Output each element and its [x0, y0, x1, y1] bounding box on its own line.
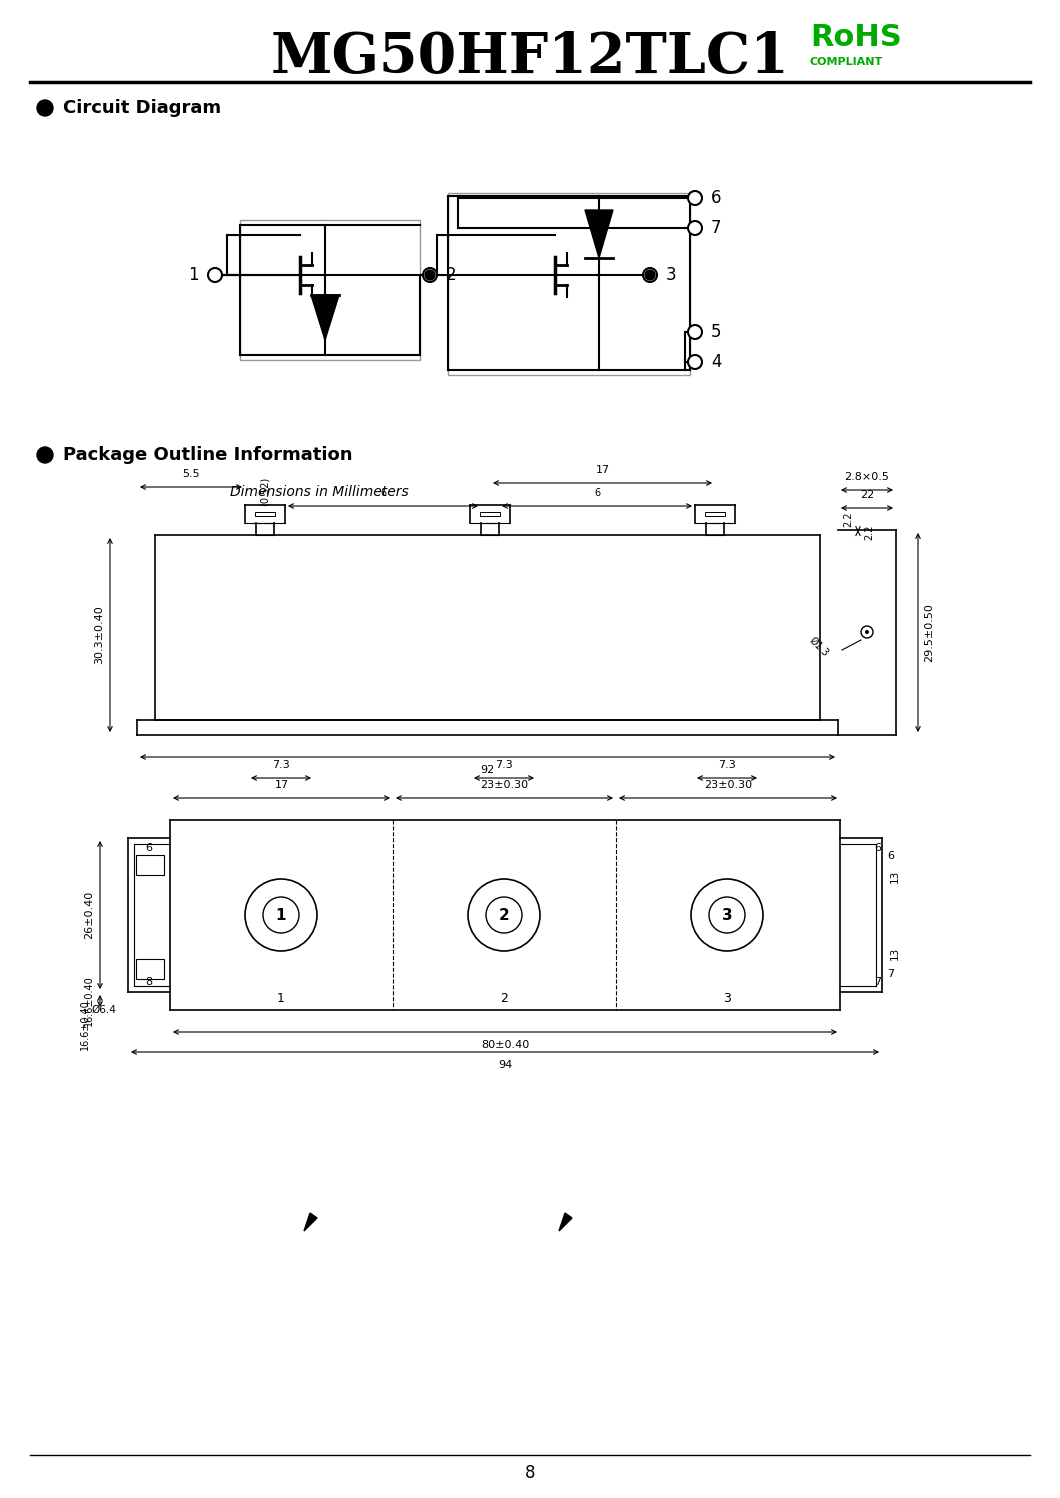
- Text: 3: 3: [722, 908, 732, 923]
- Circle shape: [688, 355, 702, 369]
- Text: Package Outline Information: Package Outline Information: [63, 446, 353, 464]
- Text: 7: 7: [874, 977, 882, 987]
- Text: 1: 1: [276, 908, 286, 923]
- Text: 6: 6: [594, 488, 600, 497]
- Text: Circuit Diagram: Circuit Diagram: [63, 99, 222, 117]
- Text: 92: 92: [480, 765, 495, 774]
- Circle shape: [37, 446, 53, 463]
- Text: 6: 6: [379, 488, 386, 497]
- Text: 8: 8: [145, 977, 153, 987]
- Text: 6: 6: [887, 851, 894, 861]
- Text: 16.6±0.40: 16.6±0.40: [80, 999, 90, 1050]
- Bar: [448, 193, 690, 374]
- Text: 16.6±0.40: 16.6±0.40: [84, 975, 94, 1026]
- Text: 2: 2: [446, 267, 457, 285]
- Text: 2: 2: [500, 992, 508, 1005]
- Text: 5: 5: [711, 324, 722, 342]
- Text: 13: 13: [890, 947, 900, 960]
- Text: COMPLIANT: COMPLIANT: [810, 57, 883, 67]
- Text: 17: 17: [275, 780, 288, 789]
- Text: 2.2: 2.2: [864, 524, 874, 541]
- Text: 26±0.40: 26±0.40: [84, 891, 94, 939]
- Text: 3: 3: [666, 267, 676, 285]
- Text: 2.2: 2.2: [843, 511, 853, 527]
- Circle shape: [865, 631, 869, 634]
- Text: 94: 94: [498, 1061, 512, 1070]
- Text: 13: 13: [890, 869, 900, 882]
- Text: 7: 7: [711, 219, 722, 237]
- Text: 23±0.30: 23±0.30: [704, 780, 752, 789]
- Text: 6: 6: [711, 189, 722, 207]
- Polygon shape: [311, 295, 339, 340]
- Circle shape: [688, 222, 702, 235]
- Text: 1: 1: [277, 992, 285, 1005]
- Text: RoHS: RoHS: [810, 24, 902, 52]
- Bar: [705, 512, 725, 515]
- Polygon shape: [585, 210, 613, 258]
- Circle shape: [37, 100, 53, 115]
- Circle shape: [644, 270, 655, 280]
- Circle shape: [208, 268, 222, 282]
- Text: 7: 7: [887, 969, 895, 980]
- Circle shape: [423, 268, 437, 282]
- Text: 80±0.40: 80±0.40: [481, 1040, 529, 1050]
- Text: 4: 4: [711, 354, 722, 372]
- Circle shape: [688, 192, 702, 205]
- Text: 1: 1: [189, 267, 199, 285]
- Text: 2: 2: [498, 908, 510, 923]
- Circle shape: [425, 270, 435, 280]
- Text: Dimensions in Millimeters: Dimensions in Millimeters: [230, 485, 409, 499]
- Polygon shape: [559, 1213, 572, 1231]
- Text: 23±0.30: 23±0.30: [480, 780, 529, 789]
- Text: 7.3: 7.3: [718, 759, 736, 770]
- Bar: [136, 959, 164, 980]
- Polygon shape: [304, 1213, 317, 1231]
- Circle shape: [643, 268, 657, 282]
- Text: 7.3: 7.3: [272, 759, 289, 770]
- Text: 17: 17: [596, 464, 609, 475]
- Text: (0.52): (0.52): [260, 476, 270, 506]
- Bar: [240, 220, 420, 360]
- Text: 5.5: 5.5: [182, 469, 200, 479]
- Text: 30.3±0.40: 30.3±0.40: [94, 605, 104, 665]
- Text: 29.5±0.50: 29.5±0.50: [924, 604, 934, 662]
- Text: 8: 8: [525, 1464, 535, 1482]
- Bar: [255, 512, 275, 515]
- Text: 22: 22: [860, 490, 874, 500]
- Text: 7.3: 7.3: [495, 759, 513, 770]
- Text: 6: 6: [145, 843, 153, 852]
- Bar: [480, 512, 500, 515]
- Text: MG50HF12TLC1: MG50HF12TLC1: [270, 30, 790, 85]
- Text: 3: 3: [723, 992, 731, 1005]
- Text: Ø6.4: Ø6.4: [91, 1005, 116, 1016]
- Text: 6: 6: [874, 843, 882, 852]
- Bar: [136, 855, 164, 875]
- Text: Ø1.3: Ø1.3: [808, 635, 831, 658]
- Text: 2.8×0.5: 2.8×0.5: [845, 472, 889, 482]
- Circle shape: [688, 325, 702, 339]
